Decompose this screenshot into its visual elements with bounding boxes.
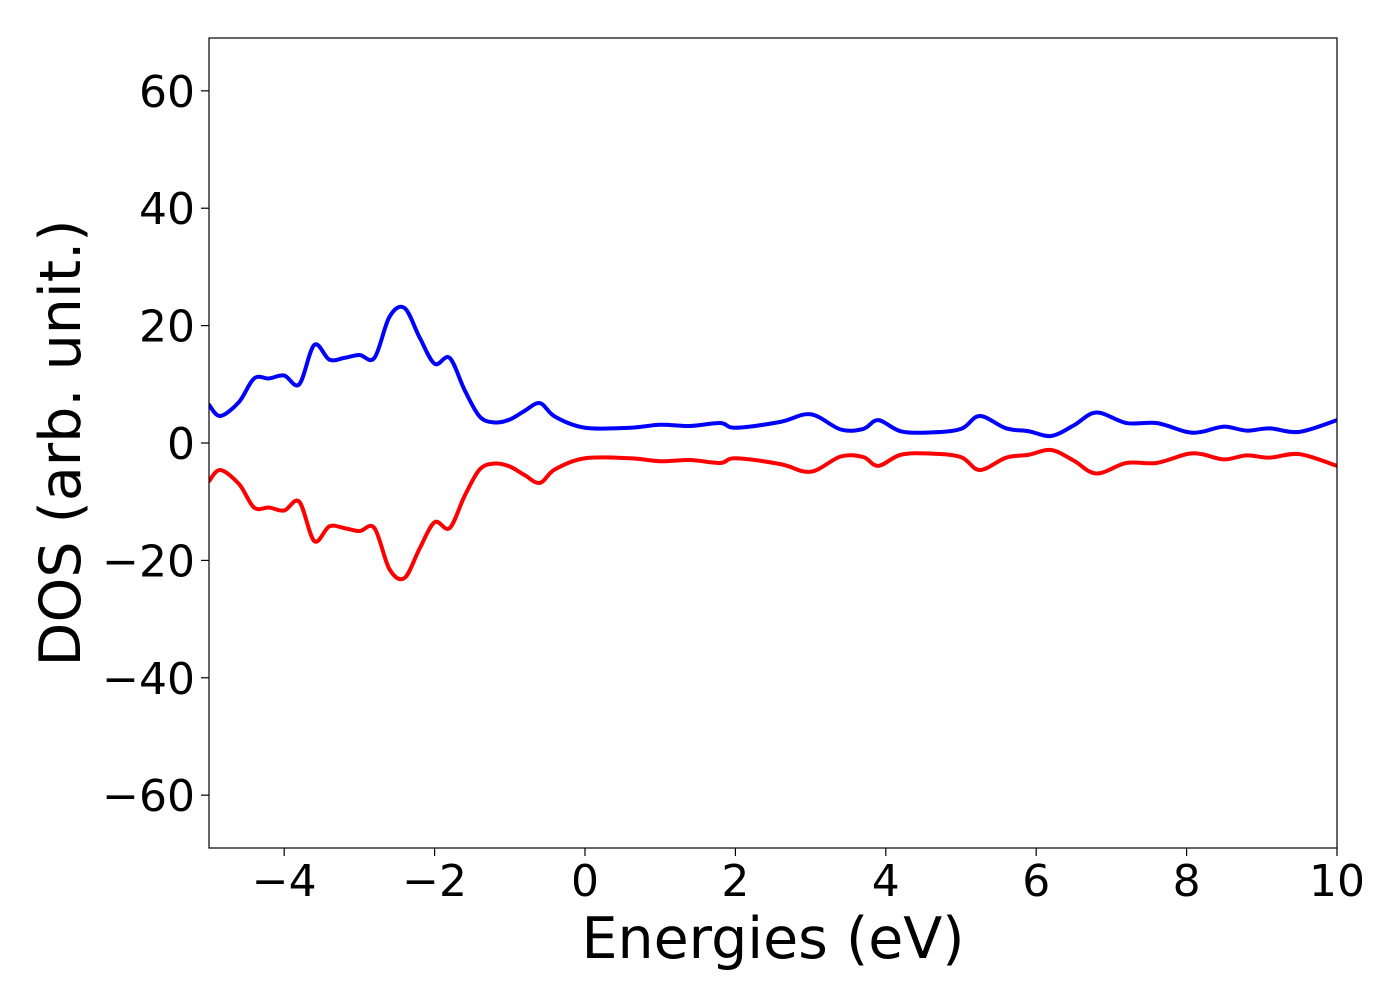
- series-line-1: [209, 304, 1337, 439]
- series-layer: [209, 304, 1337, 582]
- x-tick-label: 6: [1022, 856, 1050, 907]
- x-axis-label: Energies (eV): [581, 906, 964, 972]
- y-tick-label: −60: [102, 771, 195, 822]
- x-tick-label: −2: [402, 856, 467, 907]
- x-tick-label: 10: [1309, 856, 1365, 907]
- y-tick-label: 60: [139, 67, 195, 118]
- y-tick-label: −20: [102, 536, 195, 587]
- x-tick-label: −4: [252, 856, 317, 907]
- y-axis-label: DOS (arb. unit.): [28, 220, 94, 667]
- x-tick-label: 8: [1173, 856, 1201, 907]
- x-tick-label: 2: [721, 856, 749, 907]
- y-tick-label: 20: [139, 302, 195, 353]
- y-tick-label: 40: [139, 184, 195, 235]
- plot-frame: [208, 37, 1338, 849]
- x-tick-label: 4: [872, 856, 900, 907]
- y-tick-label: 0: [167, 419, 195, 470]
- x-tick-label: 0: [571, 856, 599, 907]
- y-tick-label: −40: [102, 654, 195, 705]
- series-line-2: [209, 447, 1337, 582]
